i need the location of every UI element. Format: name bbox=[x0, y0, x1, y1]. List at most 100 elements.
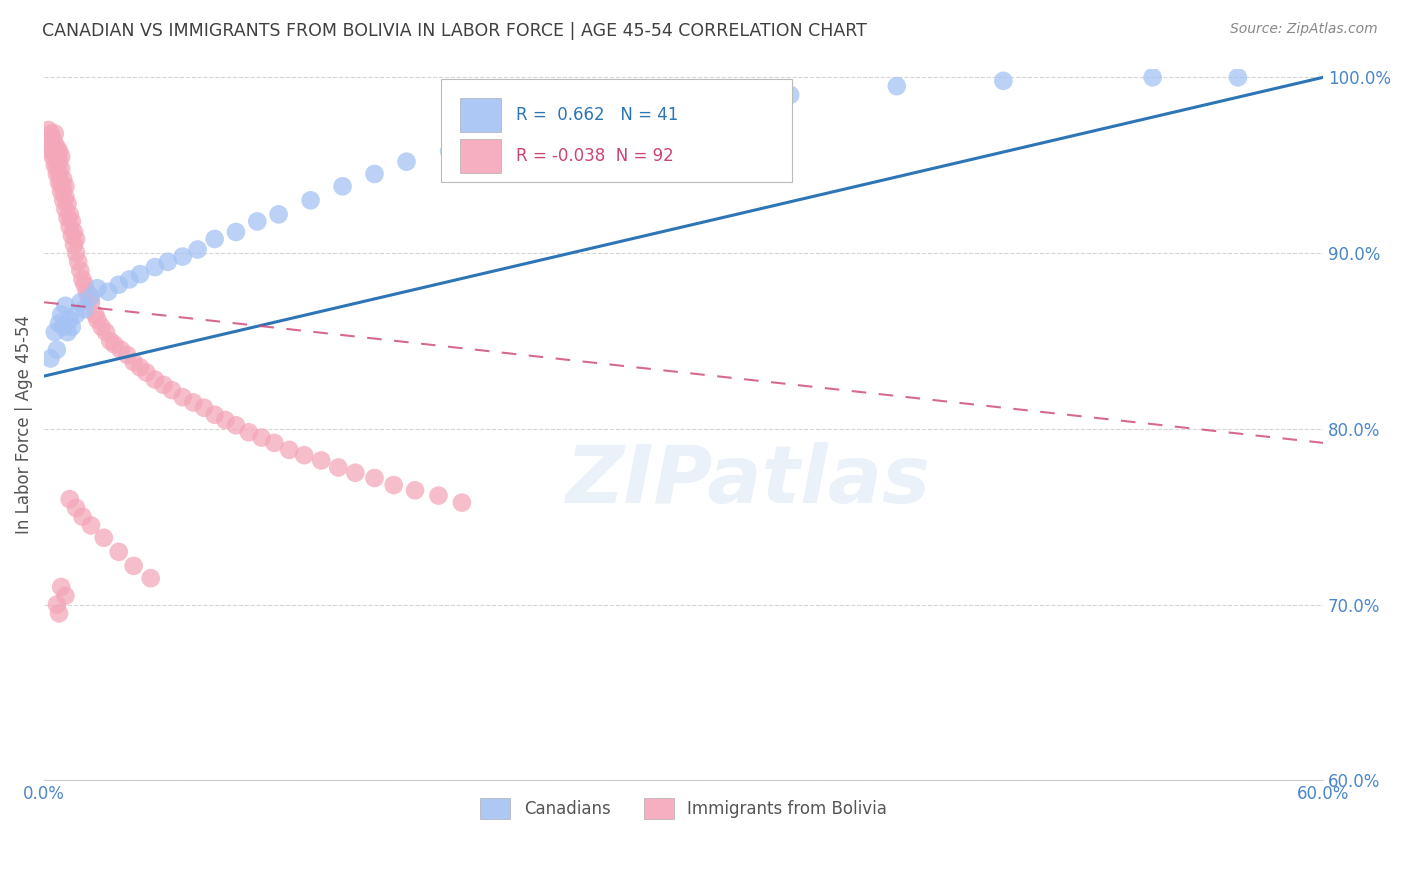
Point bbox=[97, 285, 120, 299]
FancyBboxPatch shape bbox=[440, 79, 793, 182]
Point bbox=[72, 509, 94, 524]
Point bbox=[65, 308, 87, 322]
Point bbox=[72, 272, 94, 286]
Point bbox=[48, 176, 70, 190]
Point bbox=[204, 232, 226, 246]
Point bbox=[63, 237, 86, 252]
Point bbox=[37, 132, 59, 146]
Text: R =  0.662   N = 41: R = 0.662 N = 41 bbox=[516, 106, 679, 124]
Point bbox=[86, 281, 108, 295]
Point bbox=[60, 228, 83, 243]
Point bbox=[59, 492, 82, 507]
Point bbox=[139, 571, 162, 585]
Point bbox=[45, 598, 67, 612]
Point bbox=[344, 466, 367, 480]
Point bbox=[118, 272, 141, 286]
Point bbox=[45, 343, 67, 357]
Point bbox=[90, 319, 112, 334]
Point bbox=[129, 267, 152, 281]
Point bbox=[65, 246, 87, 260]
Point bbox=[76, 285, 98, 299]
Point bbox=[214, 413, 236, 427]
Point bbox=[779, 87, 801, 102]
Point bbox=[39, 351, 62, 366]
Point bbox=[246, 214, 269, 228]
Point bbox=[48, 607, 70, 621]
Point bbox=[55, 179, 77, 194]
FancyBboxPatch shape bbox=[460, 98, 501, 132]
Point bbox=[48, 317, 70, 331]
Point bbox=[328, 460, 350, 475]
Point bbox=[55, 202, 77, 216]
Point bbox=[41, 149, 63, 163]
Point bbox=[44, 127, 66, 141]
Point bbox=[39, 127, 62, 141]
Point bbox=[45, 158, 67, 172]
Point bbox=[94, 325, 117, 339]
Point bbox=[160, 383, 183, 397]
Point bbox=[60, 214, 83, 228]
Point bbox=[44, 137, 66, 152]
Point bbox=[39, 137, 62, 152]
Point bbox=[45, 149, 67, 163]
Point bbox=[382, 478, 405, 492]
Point bbox=[225, 225, 247, 239]
Point bbox=[73, 277, 96, 292]
Point bbox=[63, 225, 86, 239]
Point bbox=[395, 154, 418, 169]
Text: R = -0.038  N = 92: R = -0.038 N = 92 bbox=[516, 147, 673, 165]
Point bbox=[172, 390, 194, 404]
Point bbox=[56, 211, 79, 225]
Point bbox=[152, 377, 174, 392]
Point bbox=[481, 132, 503, 146]
Point bbox=[51, 185, 73, 199]
Point bbox=[156, 255, 179, 269]
Point bbox=[135, 366, 157, 380]
Point bbox=[143, 373, 166, 387]
Point bbox=[122, 355, 145, 369]
Point bbox=[48, 144, 70, 158]
Point bbox=[187, 243, 209, 257]
Point bbox=[56, 325, 79, 339]
Point bbox=[107, 277, 129, 292]
Point bbox=[51, 580, 73, 594]
Point bbox=[363, 167, 385, 181]
FancyBboxPatch shape bbox=[460, 139, 501, 173]
Point bbox=[427, 489, 450, 503]
Point bbox=[41, 132, 63, 146]
Point bbox=[267, 207, 290, 221]
Point bbox=[309, 453, 332, 467]
Point bbox=[51, 308, 73, 322]
Point bbox=[52, 172, 75, 186]
Point bbox=[52, 194, 75, 208]
Point bbox=[263, 435, 285, 450]
Point bbox=[69, 263, 91, 277]
Point bbox=[278, 442, 301, 457]
Text: CANADIAN VS IMMIGRANTS FROM BOLIVIA IN LABOR FORCE | AGE 45-54 CORRELATION CHART: CANADIAN VS IMMIGRANTS FROM BOLIVIA IN L… bbox=[42, 22, 868, 40]
Point bbox=[80, 295, 103, 310]
Point bbox=[193, 401, 215, 415]
Point bbox=[44, 325, 66, 339]
Point bbox=[107, 545, 129, 559]
Point bbox=[51, 149, 73, 163]
Point bbox=[55, 190, 77, 204]
Point bbox=[59, 219, 82, 234]
Point bbox=[204, 408, 226, 422]
Point bbox=[41, 140, 63, 154]
Point bbox=[51, 161, 73, 176]
Point bbox=[693, 96, 716, 111]
Point bbox=[59, 207, 82, 221]
Point bbox=[292, 448, 315, 462]
Legend: Canadians, Immigrants from Bolivia: Canadians, Immigrants from Bolivia bbox=[474, 792, 894, 825]
Point bbox=[56, 197, 79, 211]
Point bbox=[65, 500, 87, 515]
Point bbox=[1226, 70, 1249, 85]
Point bbox=[993, 74, 1015, 88]
Point bbox=[39, 144, 62, 158]
Point bbox=[117, 348, 139, 362]
Point bbox=[437, 144, 460, 158]
Point bbox=[67, 255, 90, 269]
Point bbox=[93, 531, 115, 545]
Point bbox=[404, 483, 426, 498]
Point bbox=[44, 144, 66, 158]
